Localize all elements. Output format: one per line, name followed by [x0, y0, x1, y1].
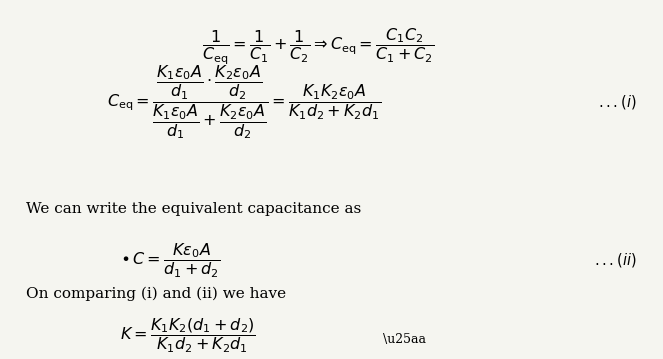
Text: $\dfrac{1}{C_{\rm eq}} = \dfrac{1}{C_1} + \dfrac{1}{C_2} \Rightarrow C_{\rm eq} : $\dfrac{1}{C_{\rm eq}} = \dfrac{1}{C_1} …	[202, 27, 434, 67]
Text: $\bullet\, C = \dfrac{K\varepsilon_0 A}{d_1+d_2}$: $\bullet\, C = \dfrac{K\varepsilon_0 A}{…	[121, 241, 221, 280]
Text: $...(ii)$: $...(ii)$	[594, 251, 637, 269]
Text: We can write the equivalent capacitance as: We can write the equivalent capacitance …	[26, 202, 361, 216]
Text: $...(i)$: $...(i)$	[598, 93, 637, 111]
Text: On comparing (i) and (ii) we have: On comparing (i) and (ii) we have	[26, 286, 286, 301]
Text: $K = \dfrac{K_1K_2(d_1+d_2)}{K_1d_2+K_2d_1}$: $K = \dfrac{K_1K_2(d_1+d_2)}{K_1d_2+K_2d…	[121, 317, 256, 355]
Text: $C_{\rm eq} = \dfrac{\dfrac{K_1\varepsilon_0 A}{d_1} \cdot \dfrac{K_2\varepsilon: $C_{\rm eq} = \dfrac{\dfrac{K_1\varepsil…	[107, 63, 382, 141]
Text: \u25aa: \u25aa	[383, 333, 426, 346]
